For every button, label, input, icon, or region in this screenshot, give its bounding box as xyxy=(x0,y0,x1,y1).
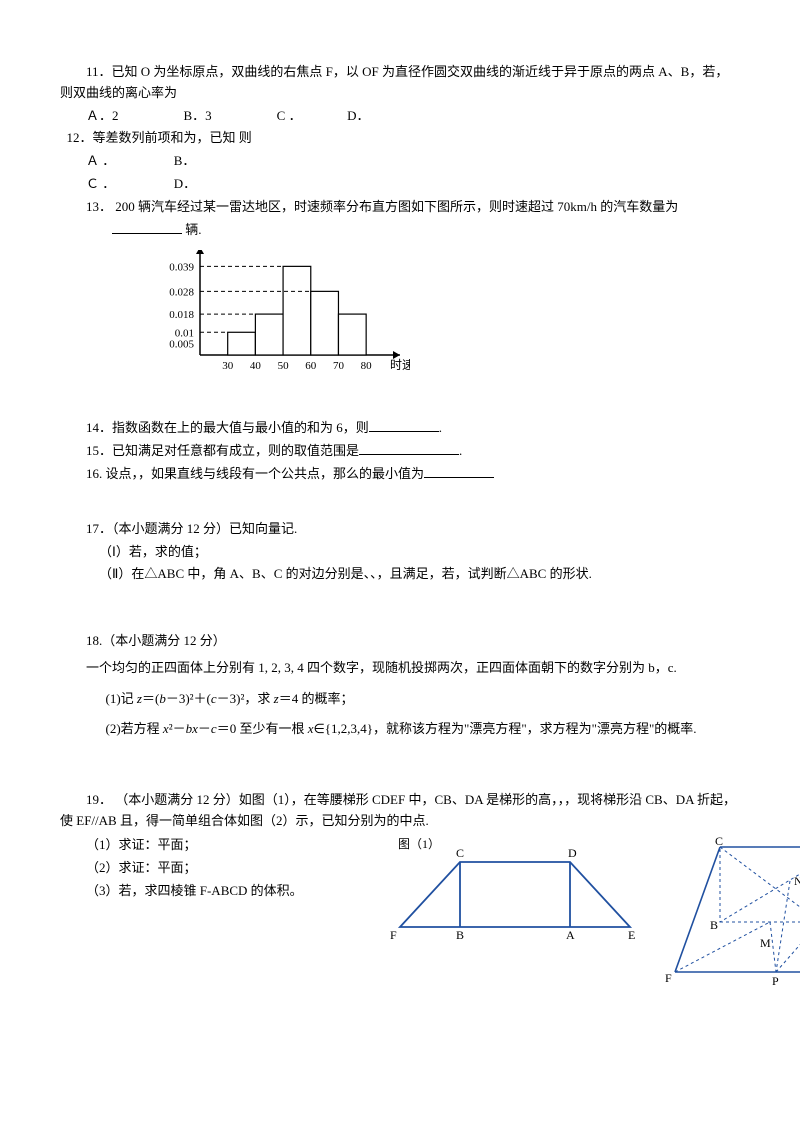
fig1-E: E xyxy=(628,928,635,942)
svg-text:60: 60 xyxy=(305,360,317,372)
histogram-chart: 0.039 0.028 0.018 0.010.005 30 40 50 60 70 80 时速 xyxy=(150,250,410,400)
fig2-P: P xyxy=(772,974,779,987)
figure-row: C D F B A E 图（1） xyxy=(360,837,800,987)
figure-2-svg: C D N B A M F P E xyxy=(660,837,800,987)
q12-text: 12．等差数列前项和为，已知 则 xyxy=(60,128,740,149)
q19-head: 19． （本小题满分 12 分）如图（1），在等腰梯形 CDEF 中，CB、DA… xyxy=(60,790,740,832)
svg-text:0.039: 0.039 xyxy=(169,262,194,274)
figure-2: C D N B A M F P E xyxy=(660,837,800,987)
q13-blank-line: 辆. xyxy=(60,220,740,241)
fig2-C: C xyxy=(715,837,723,848)
q19-p1: （1）求证：平面； xyxy=(60,835,360,856)
q16-text: 16. 设点，，如果直线与线段有一个公共点，那么的最小值为 xyxy=(86,466,424,481)
svg-text:0.028: 0.028 xyxy=(169,287,194,299)
q11-options: Ａ．2 B．3 C ． D． xyxy=(60,106,740,127)
svg-text:0.005: 0.005 xyxy=(169,339,194,351)
fig2-N: N xyxy=(794,874,800,888)
q13-unit: 辆. xyxy=(182,222,202,237)
q17-p2: （Ⅱ）在△ABC 中，角 A、B、C 的对边分别是、、，且满足，若，试判断△AB… xyxy=(60,564,740,585)
svg-text:30: 30 xyxy=(222,360,234,372)
fig1-B: B xyxy=(456,928,464,942)
fig1-C: C xyxy=(456,846,464,860)
svg-text:70: 70 xyxy=(333,360,345,372)
q15-blank[interactable] xyxy=(359,441,459,455)
q14-after: . xyxy=(439,420,442,435)
fig1-F: F xyxy=(390,928,397,942)
q11-text: 11．已知 O 为坐标原点，双曲线的右焦点 F，以 OF 为直径作圆交双曲线的渐… xyxy=(60,62,740,104)
fig1-A: A xyxy=(566,928,575,942)
fig2-M: M xyxy=(760,936,771,950)
fig1-D: D xyxy=(568,846,577,860)
q15-text: 15．已知满足对任意都有成立，则的取值范围是 xyxy=(86,443,359,458)
figure-1: C D F B A E 图（1） xyxy=(380,837,650,947)
q14-text: 14．指数函数在上的最大值与最小值的和为 6，则 xyxy=(86,420,369,435)
q14-blank[interactable] xyxy=(369,418,439,432)
q18-l3: (2)若方程 x²－bx－c＝0 至少有一根 x∈{1,2,3,4}，就称该方程… xyxy=(60,715,740,744)
q13-text: 13． 200 辆汽车经过某一雷达地区，时速频率分布直方图如下图所示，则时速超过… xyxy=(60,197,740,218)
fig2-F: F xyxy=(665,971,672,985)
q17-p1: （Ⅰ）若，求的值； xyxy=(60,542,740,563)
q19-p2: （2）求证：平面； xyxy=(60,858,360,879)
q14-line: 14．指数函数在上的最大值与最小值的和为 6，则. xyxy=(60,418,740,439)
q15-line: 15．已知满足对任意都有成立，则的取值范围是. xyxy=(60,441,740,462)
svg-text:0.01: 0.01 xyxy=(175,328,194,340)
fig2-B: B xyxy=(710,918,718,932)
q17-head: 17．（本小题满分 12 分）已知向量记. xyxy=(60,519,740,540)
svg-text:80: 80 xyxy=(361,360,373,372)
q12-options1: Ａ ． B． xyxy=(60,151,740,172)
q18-l1: 一个均匀的正四面体上分别有 1, 2, 3, 4 四个数字，现随机投掷两次，正四… xyxy=(60,654,740,683)
svg-text:时速: 时速 xyxy=(390,358,410,372)
q19-p3: （3）若，求四棱锥 F-ABCD 的体积。 xyxy=(60,881,360,902)
svg-text:0.018: 0.018 xyxy=(169,309,194,321)
q13-blank[interactable] xyxy=(112,220,182,234)
q16-blank[interactable] xyxy=(424,464,494,478)
fig1-caption: 图（1） xyxy=(398,835,440,854)
svg-text:40: 40 xyxy=(250,360,262,372)
svg-text:50: 50 xyxy=(278,360,290,372)
q18-l2: (1)记 z＝(b－3)²＋(c－3)²，求 z＝4 的概率； xyxy=(60,685,740,714)
histogram-svg: 0.039 0.028 0.018 0.010.005 30 40 50 60 70 80 时速 xyxy=(150,250,410,400)
q16-line: 16. 设点，，如果直线与线段有一个公共点，那么的最小值为 xyxy=(60,464,740,485)
q15-after: . xyxy=(459,443,462,458)
q18-head: 18.（本小题满分 12 分） xyxy=(60,631,740,652)
q12-options2: Ｃ ． D． xyxy=(60,174,740,195)
